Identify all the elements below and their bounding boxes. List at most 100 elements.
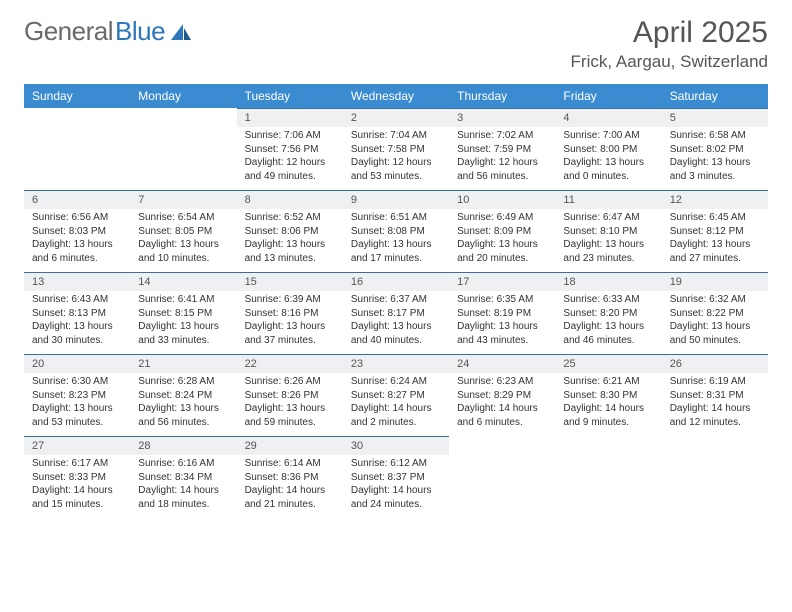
- sunrise-line: Sunrise: 6:23 AM: [457, 375, 547, 389]
- sunset-line: Sunset: 8:33 PM: [32, 471, 122, 485]
- daylight-line: Daylight: 13 hours and 43 minutes.: [457, 320, 547, 347]
- logo-text-gray: General: [24, 16, 113, 47]
- daylight-line: Daylight: 13 hours and 40 minutes.: [351, 320, 441, 347]
- calendar-cell: 7Sunrise: 6:54 AMSunset: 8:05 PMDaylight…: [130, 190, 236, 272]
- daylight-line: Daylight: 14 hours and 9 minutes.: [563, 402, 653, 429]
- sunrise-line: Sunrise: 7:04 AM: [351, 129, 441, 143]
- day-body: Sunrise: 6:54 AMSunset: 8:05 PMDaylight:…: [130, 209, 236, 269]
- daylight-line: Daylight: 13 hours and 59 minutes.: [245, 402, 335, 429]
- calendar-cell: 24 Sunrise: 6:23 AMSunset: 8:29 PMDayligh…: [449, 354, 555, 436]
- sunrise-line: Sunrise: 6:14 AM: [245, 457, 335, 471]
- day-number: 16: [343, 272, 449, 291]
- title-location: Frick, Aargau, Switzerland: [571, 52, 768, 72]
- day-body: Sunrise: 6:32 AMSunset: 8:22 PMDaylight:…: [662, 291, 768, 351]
- day-body: Sunrise: 7:00 AMSunset: 8:00 PMDaylight:…: [555, 127, 661, 187]
- sunrise-line: Sunrise: 7:06 AM: [245, 129, 335, 143]
- sunset-line: Sunset: 8:05 PM: [138, 225, 228, 239]
- daylight-line: Daylight: 13 hours and 20 minutes.: [457, 238, 547, 265]
- sunrise-line: Sunrise: 6:17 AM: [32, 457, 122, 471]
- sunrise-line: Sunrise: 6:37 AM: [351, 293, 441, 307]
- day-number: 30: [343, 436, 449, 455]
- daylight-line: Daylight: 13 hours and 27 minutes.: [670, 238, 760, 265]
- daylight-line: Daylight: 14 hours and 6 minutes.: [457, 402, 547, 429]
- day-body: Sunrise: 6:28 AMSunset: 8:24 PMDaylight:…: [130, 373, 236, 433]
- day-body: Sunrise: 6:14 AMSunset: 8:36 PMDaylight:…: [237, 455, 343, 515]
- daylight-line: Daylight: 14 hours and 12 minutes.: [670, 402, 760, 429]
- day-number: 21: [130, 354, 236, 373]
- calendar-row: 13Sunrise: 6:43 AMSunset: 8:13 PMDayligh…: [24, 272, 768, 354]
- dayhdr-tue: Tuesday: [237, 84, 343, 108]
- day-number: 29: [237, 436, 343, 455]
- sunrise-line: Sunrise: 6:28 AM: [138, 375, 228, 389]
- day-number: 3: [449, 108, 555, 127]
- day-body: Sunrise: 6:47 AMSunset: 8:10 PMDaylight:…: [555, 209, 661, 269]
- calendar-cell: 30Sunrise: 6:12 AMSunset: 8:37 PMDayligh…: [343, 436, 449, 518]
- day-body: Sunrise: 6:19 AMSunset: 8:31 PMDaylight:…: [662, 373, 768, 433]
- daylight-line: Daylight: 13 hours and 3 minutes.: [670, 156, 760, 183]
- day-body: Sunrise: 6:35 AMSunset: 8:19 PMDaylight:…: [449, 291, 555, 351]
- calendar-cell: 10Sunrise: 6:49 AMSunset: 8:09 PMDayligh…: [449, 190, 555, 272]
- sunset-line: Sunset: 8:03 PM: [32, 225, 122, 239]
- sunrise-line: Sunrise: 6:45 AM: [670, 211, 760, 225]
- sunset-line: Sunset: 8:37 PM: [351, 471, 441, 485]
- calendar-cell: 4Sunrise: 7:00 AMSunset: 8:00 PMDaylight…: [555, 108, 661, 190]
- sunrise-line: Sunrise: 6:30 AM: [32, 375, 122, 389]
- title-block: April 2025 Frick, Aargau, Switzerland: [571, 16, 768, 72]
- calendar-cell: 19Sunrise: 6:32 AMSunset: 8:22 PMDayligh…: [662, 272, 768, 354]
- calendar-row: 27Sunrise: 6:17 AMSunset: 8:33 PMDayligh…: [24, 436, 768, 518]
- daylight-line: Daylight: 13 hours and 0 minutes.: [563, 156, 653, 183]
- day-number: 10: [449, 190, 555, 209]
- day-number: 25: [555, 354, 661, 373]
- day-number: 14: [130, 272, 236, 291]
- calendar-cell: 14Sunrise: 6:41 AMSunset: 8:15 PMDayligh…: [130, 272, 236, 354]
- day-number: 24: [449, 354, 555, 373]
- calendar-cell: 15Sunrise: 6:39 AMSunset: 8:16 PMDayligh…: [237, 272, 343, 354]
- daylight-line: Daylight: 13 hours and 50 minutes.: [670, 320, 760, 347]
- day-number: 6: [24, 190, 130, 209]
- dayhdr-wed: Wednesday: [343, 84, 449, 108]
- calendar-cell: 16Sunrise: 6:37 AMSunset: 8:17 PMDayligh…: [343, 272, 449, 354]
- day-number: 12: [662, 190, 768, 209]
- day-number: 26: [662, 354, 768, 373]
- day-number: 20: [24, 354, 130, 373]
- day-body: Sunrise: 6:43 AMSunset: 8:13 PMDaylight:…: [24, 291, 130, 351]
- sunset-line: Sunset: 8:34 PM: [138, 471, 228, 485]
- day-number: 5: [662, 108, 768, 127]
- daylight-line: Daylight: 13 hours and 46 minutes.: [563, 320, 653, 347]
- day-body: Sunrise: 6:45 AMSunset: 8:12 PMDaylight:…: [662, 209, 768, 269]
- dayhdr-sun: Sunday: [24, 84, 130, 108]
- daylight-line: Daylight: 13 hours and 53 minutes.: [32, 402, 122, 429]
- calendar-cell: 3Sunrise: 7:02 AMSunset: 7:59 PMDaylight…: [449, 108, 555, 190]
- sunset-line: Sunset: 8:29 PM: [457, 389, 547, 403]
- day-body: Sunrise: 6:41 AMSunset: 8:15 PMDaylight:…: [130, 291, 236, 351]
- calendar-row: 20Sunrise: 6:30 AMSunset: 8:23 PMDayligh…: [24, 354, 768, 436]
- calendar-cell-blank: ..: [449, 436, 555, 518]
- calendar-cell-blank: ..: [662, 436, 768, 518]
- calendar-cell-blank: ..: [24, 108, 130, 190]
- dayhdr-fri: Friday: [555, 84, 661, 108]
- sunrise-line: Sunrise: 6:19 AM: [670, 375, 760, 389]
- day-body: Sunrise: 7:02 AMSunset: 7:59 PMDaylight:…: [449, 127, 555, 187]
- daylight-line: Daylight: 13 hours and 30 minutes.: [32, 320, 122, 347]
- day-body: Sunrise: 6:30 AMSunset: 8:23 PMDaylight:…: [24, 373, 130, 433]
- sunset-line: Sunset: 8:06 PM: [245, 225, 335, 239]
- day-body: Sunrise: 6:24 AMSunset: 8:27 PMDaylight:…: [343, 373, 449, 433]
- sunrise-line: Sunrise: 6:58 AM: [670, 129, 760, 143]
- sunset-line: Sunset: 8:10 PM: [563, 225, 653, 239]
- sunset-line: Sunset: 8:09 PM: [457, 225, 547, 239]
- calendar-cell: 22Sunrise: 6:26 AMSunset: 8:26 PMDayligh…: [237, 354, 343, 436]
- day-number: 9: [343, 190, 449, 209]
- dayhdr-thu: Thursday: [449, 84, 555, 108]
- sunrise-line: Sunrise: 6:26 AM: [245, 375, 335, 389]
- calendar-cell: 21Sunrise: 6:28 AMSunset: 8:24 PMDayligh…: [130, 354, 236, 436]
- day-number: 1: [237, 108, 343, 127]
- sunset-line: Sunset: 8:00 PM: [563, 143, 653, 157]
- day-number: 11: [555, 190, 661, 209]
- sunrise-line: Sunrise: 7:00 AM: [563, 129, 653, 143]
- calendar-cell: 9Sunrise: 6:51 AMSunset: 8:08 PMDaylight…: [343, 190, 449, 272]
- sunset-line: Sunset: 8:08 PM: [351, 225, 441, 239]
- sunrise-line: Sunrise: 6:16 AM: [138, 457, 228, 471]
- sunset-line: Sunset: 7:59 PM: [457, 143, 547, 157]
- sunrise-line: Sunrise: 6:54 AM: [138, 211, 228, 225]
- sunrise-line: Sunrise: 6:24 AM: [351, 375, 441, 389]
